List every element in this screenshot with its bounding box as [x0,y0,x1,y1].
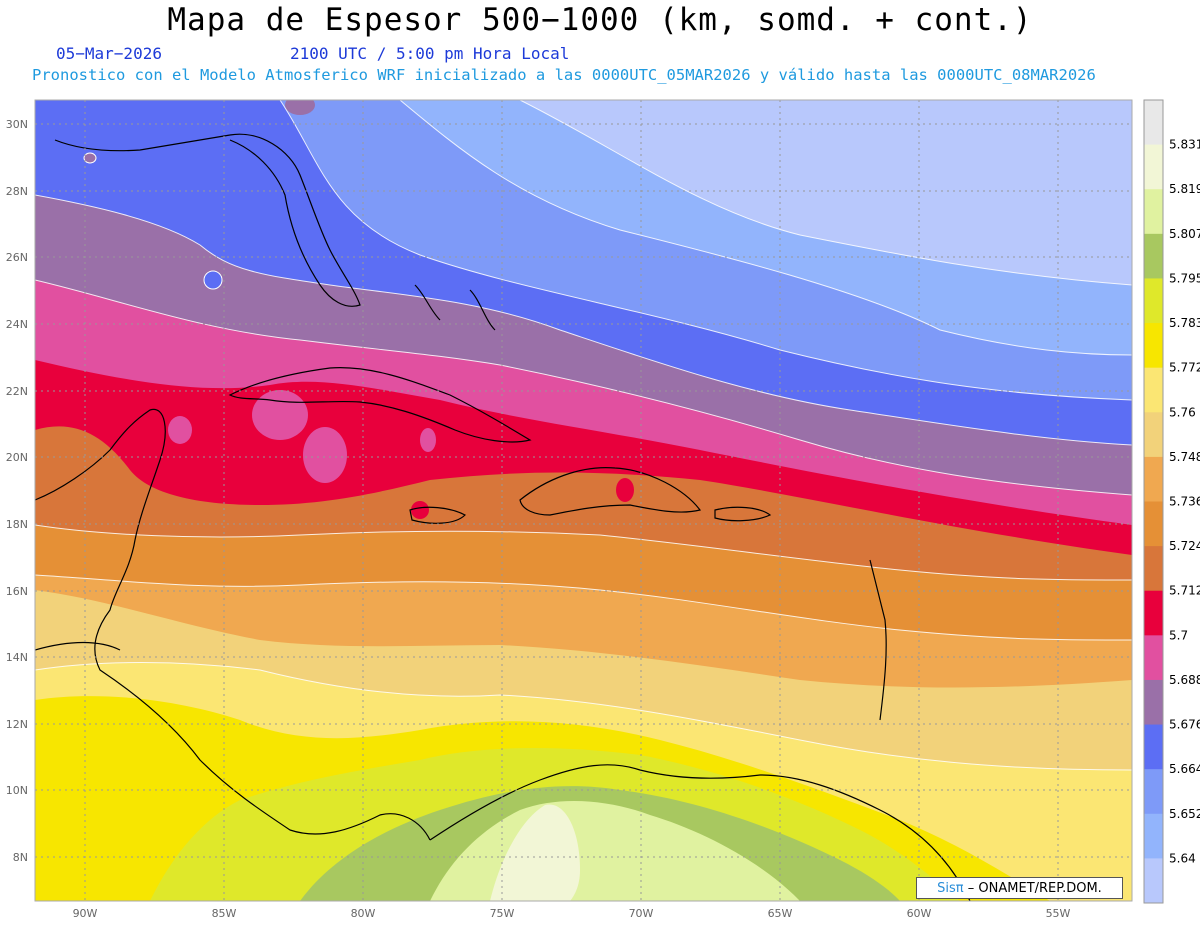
contour-lines [35,100,1132,771]
lon-label: 75W [490,907,515,920]
colorbar-swatch [1144,590,1163,636]
colorbar: 5.831 5.819 5.807 5.795 5.783 5.772 5.76 5.748 5… [1143,99,1200,904]
lat-label: 14N [6,651,28,664]
colorbar-swatch [1144,858,1163,904]
colorbar-swatch [1144,100,1163,146]
lat-label: 24N [6,318,28,331]
colorbar-swatch [1144,144,1163,190]
map-frame [34,99,1133,902]
lat-label: 8N [13,851,28,864]
colorbar-swatch [1144,724,1163,770]
colorbar-swatch [1144,412,1163,458]
colorbar-label: 5.7 [1169,628,1188,642]
lat-label: 16N [6,585,28,598]
lon-label: 60W [907,907,932,920]
colorbar-swatch [1144,813,1163,859]
lon-label: 55W [1046,907,1071,920]
latitude-labels: 30N 28N 26N 24N 22N 20N 18N 16N 14N 12N … [6,118,28,864]
lat-label: 30N [6,118,28,131]
colorbar-label: 5.64 [1169,851,1196,865]
colorbar-swatch [1144,189,1163,235]
lon-label: 65W [768,907,793,920]
lat-label: 28N [6,185,28,198]
thickness-bands [35,100,1132,901]
colorbar-label: 5.783 [1169,316,1200,330]
colorbar-label: 5.831 [1169,138,1200,152]
colorbar-label: 5.795 [1169,271,1200,285]
lat-label: 26N [6,251,28,264]
forecast-time: 2100 UTC / 5:00 pm Hora Local [290,44,570,63]
coastlines [35,133,971,901]
lat-label: 22N [6,385,28,398]
colorbar-frame [1143,99,1164,904]
colorbar-swatch [1144,233,1163,279]
lat-label: 18N [6,518,28,531]
credit-text: – ONAMET/REP.DOM. [967,881,1102,896]
lon-label: 70W [629,907,654,920]
lat-label: 10N [6,784,28,797]
colorbar-label: 5.819 [1169,182,1200,196]
lon-label: 80W [351,907,376,920]
colorbar-swatch [1144,635,1163,681]
colorbar-swatch [1144,769,1163,815]
graticule [35,100,1132,901]
colorbar-label: 5.748 [1169,450,1200,464]
lon-label: 85W [212,907,237,920]
lat-label: 20N [6,451,28,464]
colorbar-label: 5.688 [1169,673,1200,687]
colorbar-swatch [1144,367,1163,413]
lon-label: 90W [73,907,98,920]
longitude-labels: 90W 85W 80W 75W 70W 65W 60W 55W [73,907,1071,920]
forecast-date: 05−Mar−2026 [56,44,162,63]
colorbar-label: 5.736 [1169,495,1200,509]
colorbar-swatch [1144,278,1163,324]
colorbar-label: 5.772 [1169,361,1200,375]
map-title: Mapa de Espesor 500−1000 (km, somd. + co… [167,2,1033,38]
colorbar-swatch [1144,456,1163,502]
colorbar-label: 5.76 [1169,405,1196,419]
sispi-logo-text: Sisπ [937,881,964,896]
colorbar-label: 5.807 [1169,227,1200,241]
colorbar-swatch [1144,323,1163,369]
colorbar-label: 5.664 [1169,762,1200,776]
colorbar-label: 5.652 [1169,807,1200,821]
credit-box: Sisπ – ONAMET/REP.DOM. [916,877,1123,899]
colorbar-label: 5.724 [1169,539,1200,553]
colorbar-swatch [1144,679,1163,726]
colorbar-label: 5.712 [1169,584,1200,598]
colorbar-swatch [1144,546,1163,592]
forecast-description: Pronostico con el Modelo Atmosferico WRF… [32,66,1096,84]
colorbar-label: 5.676 [1169,718,1200,732]
lat-label: 12N [6,718,28,731]
colorbar-swatch [1144,501,1163,547]
